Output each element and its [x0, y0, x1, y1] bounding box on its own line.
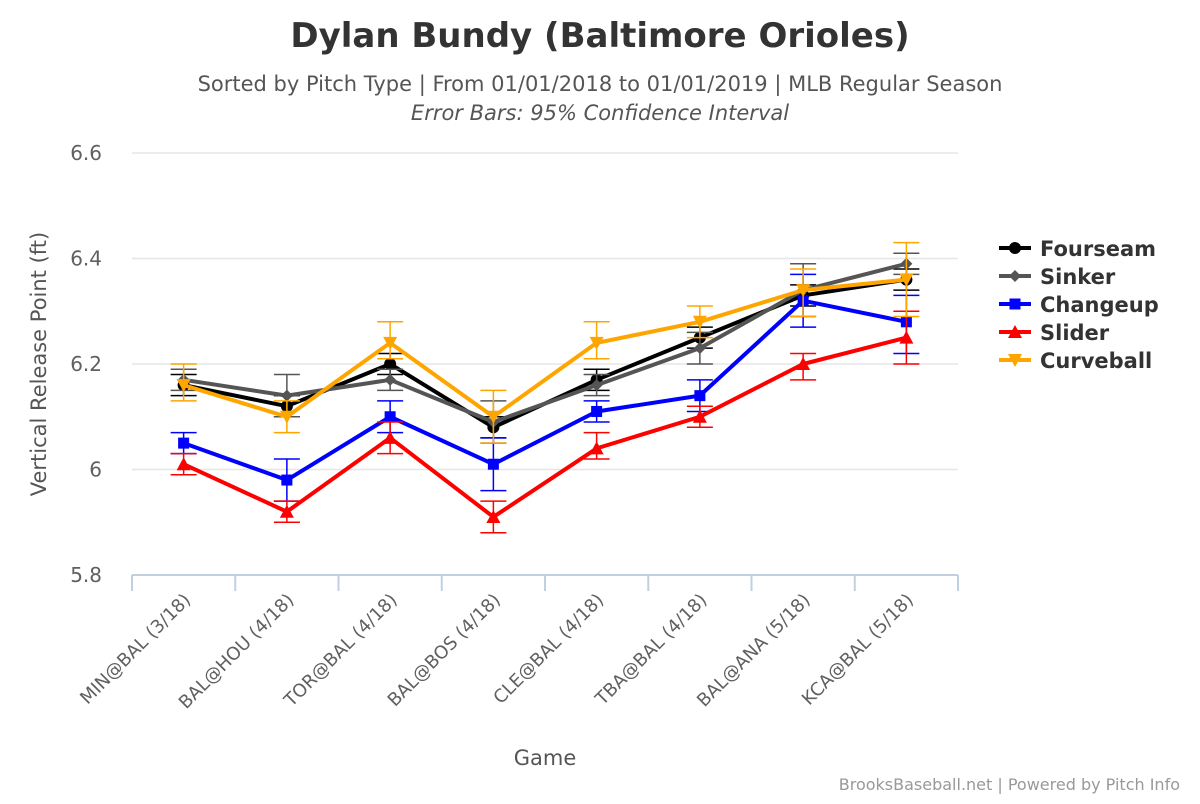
x-tick-label: TBA@BAL (4/18) [591, 590, 712, 711]
legend-item-sinker[interactable]: Sinker [999, 265, 1116, 289]
series-slider [170, 310, 920, 534]
data-point-changeup [487, 458, 499, 470]
plot-area [170, 241, 920, 534]
data-point-slider [692, 409, 707, 423]
legend-item-slider[interactable]: Slider [999, 321, 1110, 345]
grid-lines: 5.8 6 6.2 6.4 6.6 [70, 141, 958, 587]
data-point-fourseam [384, 358, 397, 370]
x-tick-label: BAL@ANA (5/18) [693, 590, 815, 712]
data-point-curveball [279, 410, 294, 424]
data-point-changeup [384, 411, 396, 423]
chart-subtitle-error-bars: Error Bars: 95% Confidence Interval [411, 101, 789, 125]
y-tick-label: 5.8 [70, 563, 102, 587]
legend-label-sinker: Sinker [1040, 265, 1116, 289]
data-point-changeup [178, 437, 190, 449]
series-line-curveball [183, 277, 907, 419]
axes: MIN@BAL (3/18)BAL@HOU (4/18)TOR@BAL (4/1… [76, 575, 959, 714]
data-point-slider [899, 330, 914, 344]
data-point-sinker [384, 373, 397, 386]
x-tick-label: BAL@HOU (4/18) [175, 590, 299, 714]
legend-item-changeup[interactable]: Changeup [999, 293, 1159, 317]
chart-title: Dylan Bundy (Baltimore Orioles) [290, 16, 909, 56]
chart-subtitle: Sorted by Pitch Type | From 01/01/2018 t… [198, 72, 1003, 97]
x-tick-label: KCA@BAL (5/18) [798, 590, 918, 710]
x-tick-label: MIN@BAL (3/18) [76, 590, 195, 709]
legend-label-slider: Slider [1040, 321, 1110, 345]
data-point-curveball [486, 410, 501, 424]
legend-marker-fourseam [1009, 242, 1021, 254]
data-point-slider [796, 357, 811, 370]
legend-marker-curveball [1008, 354, 1022, 367]
x-tick-label: BAL@BOS (4/18) [384, 590, 505, 711]
x-axis-title: Game [514, 746, 577, 770]
x-tick-label: CLE@BAL (4/18) [489, 590, 608, 709]
legend-label-changeup: Changeup [1040, 293, 1159, 317]
data-point-curveball [796, 284, 811, 298]
data-point-sinker [693, 342, 706, 355]
data-point-slider [589, 441, 604, 455]
series-line-sinker [183, 261, 907, 425]
legend-marker-sinker [1009, 270, 1021, 282]
series-line-changeup [182, 298, 907, 483]
data-point-slider [176, 457, 191, 471]
data-point-sinker [590, 379, 603, 392]
legend-item-curveball[interactable]: Curveball [999, 349, 1152, 373]
data-point-curveball [692, 315, 707, 329]
legend-label-curveball: Curveball [1040, 349, 1152, 373]
data-point-sinker [280, 389, 293, 402]
data-point-curveball [176, 379, 191, 393]
y-tick-label: 6.4 [70, 247, 102, 271]
legend-marker-slider [1008, 325, 1022, 338]
legend: Fourseam Sinker Changeup Slider Curveball [999, 237, 1159, 373]
series-line-slider [182, 335, 907, 519]
series-curveball [170, 241, 920, 444]
data-point-slider [486, 509, 501, 523]
data-point-changeup [281, 474, 293, 486]
y-tick-label: 6.2 [70, 352, 102, 376]
data-point-slider [383, 430, 398, 444]
data-point-changeup [694, 390, 706, 402]
data-point-curveball [589, 336, 604, 350]
y-tick-label: 6.6 [70, 141, 102, 165]
data-point-curveball [383, 336, 398, 350]
data-point-changeup [591, 405, 603, 417]
series-changeup [170, 273, 920, 502]
data-point-curveball [899, 273, 914, 287]
legend-label-fourseam: Fourseam [1040, 237, 1156, 261]
x-tick-label: TOR@BAL (4/18) [280, 590, 402, 712]
chart-credits[interactable]: BrooksBaseball.net | Powered by Pitch In… [839, 775, 1180, 794]
y-tick-label: 6 [89, 458, 102, 482]
legend-item-fourseam[interactable]: Fourseam [999, 237, 1156, 261]
y-axis-title: Vertical Release Point (ft) [27, 232, 51, 496]
data-point-slider [279, 504, 294, 518]
legend-marker-changeup [1009, 298, 1021, 310]
